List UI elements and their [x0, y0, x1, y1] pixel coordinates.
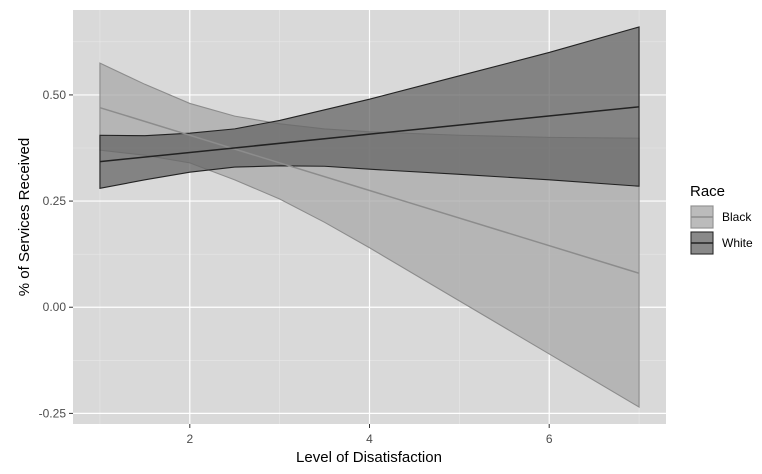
fit-line-white: [99, 106, 640, 163]
x-tick-label: 2: [186, 432, 193, 446]
y-tick-label: 0.25: [43, 194, 67, 208]
y-tick-label: -0.25: [39, 406, 67, 420]
legend-label-white: White: [722, 236, 753, 250]
legend: Race Black White: [690, 183, 753, 255]
y-tick-label: 0.00: [43, 300, 67, 314]
x-axis-label: Level of Disatisfaction: [296, 449, 442, 466]
legend-title: Race: [690, 183, 725, 200]
x-axis: 2 4 6: [186, 424, 553, 446]
y-axis-label: % of Services Received: [16, 138, 33, 296]
legend-label-black: Black: [722, 210, 752, 224]
y-axis: -0.25 0.00 0.25 0.50: [39, 88, 73, 420]
y-tick-label: 0.50: [43, 88, 67, 102]
x-tick-label: 6: [546, 432, 553, 446]
legend-items: Black White: [690, 205, 753, 255]
fit-lines: [99, 106, 640, 274]
fit-line-black: [99, 106, 640, 274]
x-tick-label: 4: [366, 432, 373, 446]
